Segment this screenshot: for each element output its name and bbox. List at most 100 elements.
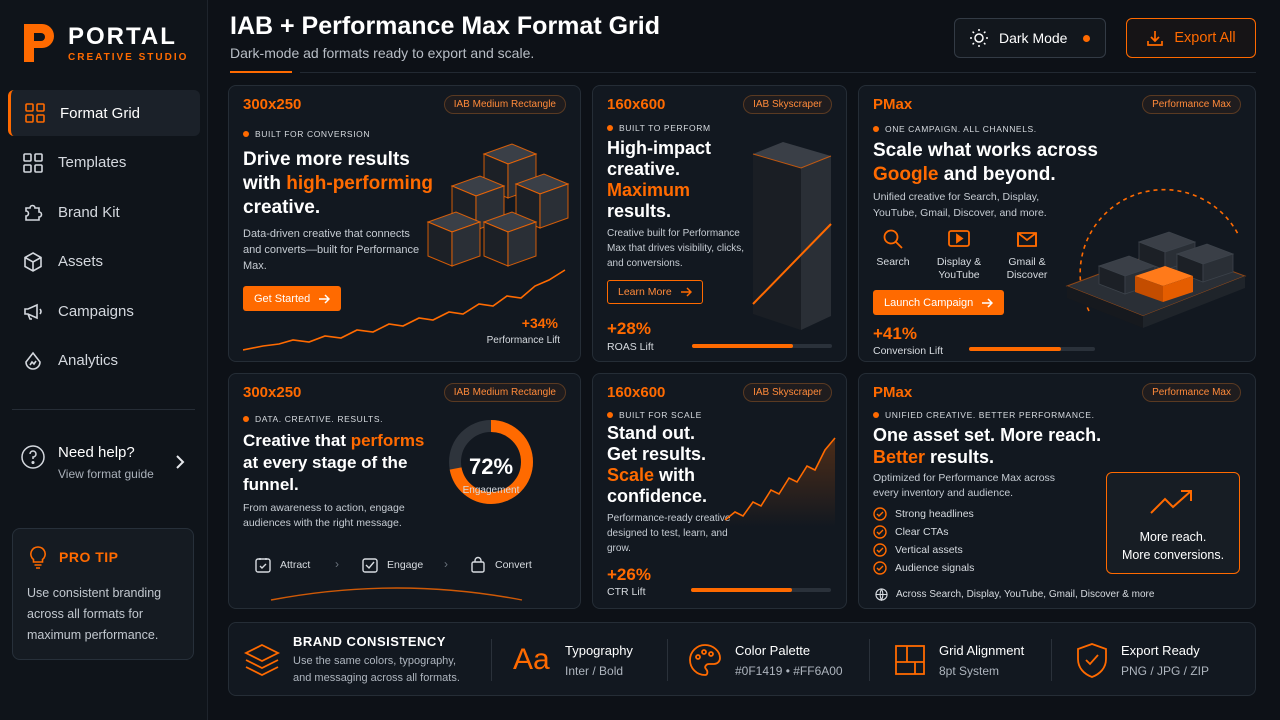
ctr-lift-label: CTR Lift: [607, 586, 646, 598]
brand-consistency-body: Use the same colors, typography, and mes…: [293, 654, 460, 684]
get-started-button[interactable]: Get Started: [243, 286, 342, 311]
sidebar-item-assets[interactable]: Assets: [8, 239, 200, 285]
sidebar: PORTAL CREATIVE STUDIO Format Grid Templ…: [0, 0, 208, 720]
format-badge: Performance Max: [1142, 95, 1241, 114]
megaphone-icon: [24, 303, 42, 320]
channel-display-youtube[interactable]: Display & YouTube: [929, 228, 989, 282]
color-palette-title: Color Palette: [735, 642, 811, 658]
brand-logo[interactable]: PORTAL CREATIVE STUDIO: [20, 20, 188, 66]
card-headline: High-impact: [607, 138, 712, 158]
cubes-illustration: [426, 143, 570, 267]
sidebar-item-campaigns[interactable]: Campaigns: [8, 288, 200, 334]
card-headline: One asset set. More reach.: [873, 425, 1102, 445]
trend-up-icon: [1150, 490, 1192, 514]
format-card-300x250-b[interactable]: 300x250 IAB Medium Rectangle DATA. CREAT…: [228, 373, 581, 609]
dark-mode-toggle[interactable]: Dark Mode: [954, 18, 1106, 58]
conversion-lift-label: Conversion Lift: [873, 345, 944, 357]
channel-gmail-discover[interactable]: Gmail & Discover: [997, 228, 1057, 282]
attract-icon: [255, 558, 271, 573]
card-headline-accent: Maximum: [607, 180, 691, 200]
card-headline: Stand out.: [607, 423, 695, 443]
pro-tip-title: PRO TIP: [59, 549, 119, 565]
sidebar-item-brand-kit[interactable]: Brand Kit: [8, 189, 200, 235]
platform-illustration: [1065, 188, 1247, 328]
card-body: Performance-ready creative designed to t…: [607, 513, 731, 554]
dark-mode-label: Dark Mode: [999, 30, 1068, 46]
format-badge: Performance Max: [1142, 383, 1241, 402]
reach-line-1: More reach.: [1139, 530, 1207, 544]
format-card-160x600-a[interactable]: 160x600 IAB Skyscraper BUILT TO PERFORM …: [592, 85, 847, 362]
check-circle-icon: [873, 561, 887, 575]
chevron-right-icon: ›: [444, 557, 448, 571]
page-subtitle: Dark-mode ad formats ready to export and…: [230, 45, 535, 61]
mail-icon: [1017, 232, 1037, 247]
download-icon: [1147, 31, 1164, 46]
reach-callout: More reach. More conversions.: [1106, 472, 1240, 574]
funnel-step-engage: Engage: [361, 556, 423, 574]
learn-more-button[interactable]: Learn More: [607, 280, 703, 304]
funnel-step-label: Convert: [495, 559, 532, 571]
brand-consistency: BRAND CONSISTENCY Use the same colors, t…: [243, 623, 465, 697]
card-headline: results.: [607, 201, 672, 221]
card-headline: creative.: [607, 159, 681, 179]
format-size: 300x250: [243, 384, 302, 401]
format-card-160x600-b[interactable]: 160x600 IAB Skyscraper BUILT FOR SCALE S…: [592, 373, 847, 609]
typography-title: Typography: [565, 642, 633, 658]
card-body: From awareness to action, engage audienc…: [243, 502, 405, 529]
export-ready-value: PNG / JPG / ZIP: [1121, 663, 1210, 678]
card-headline-accent: high-performing: [286, 173, 433, 194]
export-ready-spec: Export Ready PNG / JPG / ZIP: [1075, 623, 1209, 697]
engagement-donut: [449, 420, 533, 504]
get-started-label: Get Started: [254, 292, 311, 305]
format-size: 160x600: [607, 96, 666, 113]
funnel-step-label: Attract: [280, 559, 311, 571]
card-kicker: BUILT TO PERFORM: [607, 123, 711, 133]
format-card-300x250-a[interactable]: 300x250 IAB Medium Rectangle BUILT FOR C…: [228, 85, 581, 362]
strip-divider: [869, 639, 870, 681]
growth-line-chart: [243, 269, 566, 351]
card-headline-accent: Better: [873, 447, 926, 467]
color-palette-value: #0F1419 • #FF6A00: [735, 663, 843, 678]
format-badge: IAB Medium Rectangle: [443, 383, 566, 402]
search-icon: [883, 229, 903, 249]
funnel-step-convert: Convert: [469, 556, 532, 574]
format-card-pmax-a[interactable]: PMax Performance Max ONE CAMPAIGN. ALL C…: [858, 85, 1256, 362]
sidebar-item-format-grid[interactable]: Format Grid: [8, 90, 200, 136]
strip-divider: [491, 639, 492, 681]
format-badge: IAB Skyscraper: [743, 383, 832, 402]
feature-checklist: Strong headlines Clear CTAs Vertical ass…: [873, 505, 974, 577]
analytics-icon: [25, 351, 41, 370]
grid-icon: [25, 103, 45, 123]
brand-name: PORTAL: [68, 22, 177, 50]
conversion-progress-bar: [969, 347, 1095, 351]
card-headline: with: [243, 173, 287, 194]
engagement-donut-fill: [449, 420, 533, 504]
conversion-lift-value: +41%: [873, 324, 917, 343]
card-headline: Creative that: [243, 431, 351, 450]
grid-alignment-title: Grid Alignment: [939, 642, 1025, 658]
export-ready-title: Export Ready: [1121, 642, 1200, 658]
format-card-pmax-b[interactable]: PMax Performance Max UNIFIED CREATIVE. B…: [858, 373, 1256, 609]
sidebar-item-analytics[interactable]: Analytics: [8, 338, 200, 384]
ctr-lift-value: +26%: [607, 565, 651, 584]
card-body: Creative built for Performance Max that …: [607, 228, 745, 269]
status-dot: [1083, 34, 1091, 42]
header-divider: [300, 72, 1256, 73]
arrow-right-icon: [319, 293, 331, 304]
card-headline: Drive more results: [243, 149, 410, 170]
card-kicker: DATA. CREATIVE. RESULTS.: [243, 414, 383, 424]
cube-icon: [24, 251, 42, 272]
checklist-item: Vertical assets: [873, 541, 974, 559]
launch-campaign-button[interactable]: Launch Campaign: [873, 290, 1005, 315]
typography-spec: Aa Typography Inter / Bold: [513, 623, 633, 697]
templates-icon: [23, 152, 43, 173]
sidebar-item-templates[interactable]: Templates: [8, 140, 200, 186]
checklist-label: Clear CTAs: [895, 526, 949, 538]
card-kicker: UNIFIED CREATIVE. BETTER PERFORMANCE.: [873, 410, 1095, 420]
card-headline: with: [654, 465, 696, 485]
checklist-item: Clear CTAs: [873, 523, 974, 541]
help-link[interactable]: Need help? View format guide: [20, 444, 190, 481]
export-all-button[interactable]: Export All: [1126, 18, 1256, 58]
channel-search[interactable]: Search: [863, 228, 923, 269]
channel-footer: Across Search, Display, YouTube, Gmail, …: [875, 588, 1154, 601]
